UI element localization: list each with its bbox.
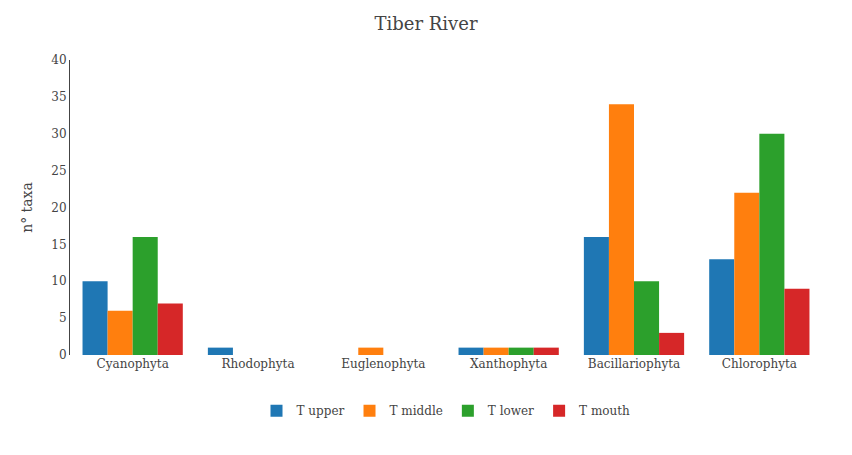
svg-text:Cyanophyta: Cyanophyta	[97, 357, 169, 371]
svg-text:Tiber River: Tiber River	[375, 13, 478, 34]
svg-text:30: 30	[51, 127, 66, 141]
svg-text:10: 10	[51, 274, 66, 288]
svg-text:15: 15	[51, 238, 66, 252]
svg-text:20: 20	[51, 201, 66, 215]
svg-text:0: 0	[59, 348, 67, 362]
svg-text:35: 35	[51, 90, 66, 104]
svg-text:T upper: T upper	[297, 404, 345, 418]
svg-text:5: 5	[59, 311, 67, 325]
svg-text:Euglenophyta: Euglenophyta	[341, 357, 425, 371]
svg-text:n° taxa: n° taxa	[19, 182, 35, 233]
svg-text:T middle: T middle	[390, 404, 443, 418]
svg-text:Xanthophyta: Xanthophyta	[470, 357, 547, 371]
svg-text:Rhodophyta: Rhodophyta	[221, 357, 294, 371]
svg-text:T lower: T lower	[488, 404, 534, 418]
svg-text:Bacillariophyta: Bacillariophyta	[588, 357, 680, 371]
svg-text:Chlorophyta: Chlorophyta	[722, 357, 797, 371]
svg-text:25: 25	[51, 164, 66, 178]
svg-text:40: 40	[51, 53, 66, 67]
svg-text:T mouth: T mouth	[579, 404, 630, 418]
